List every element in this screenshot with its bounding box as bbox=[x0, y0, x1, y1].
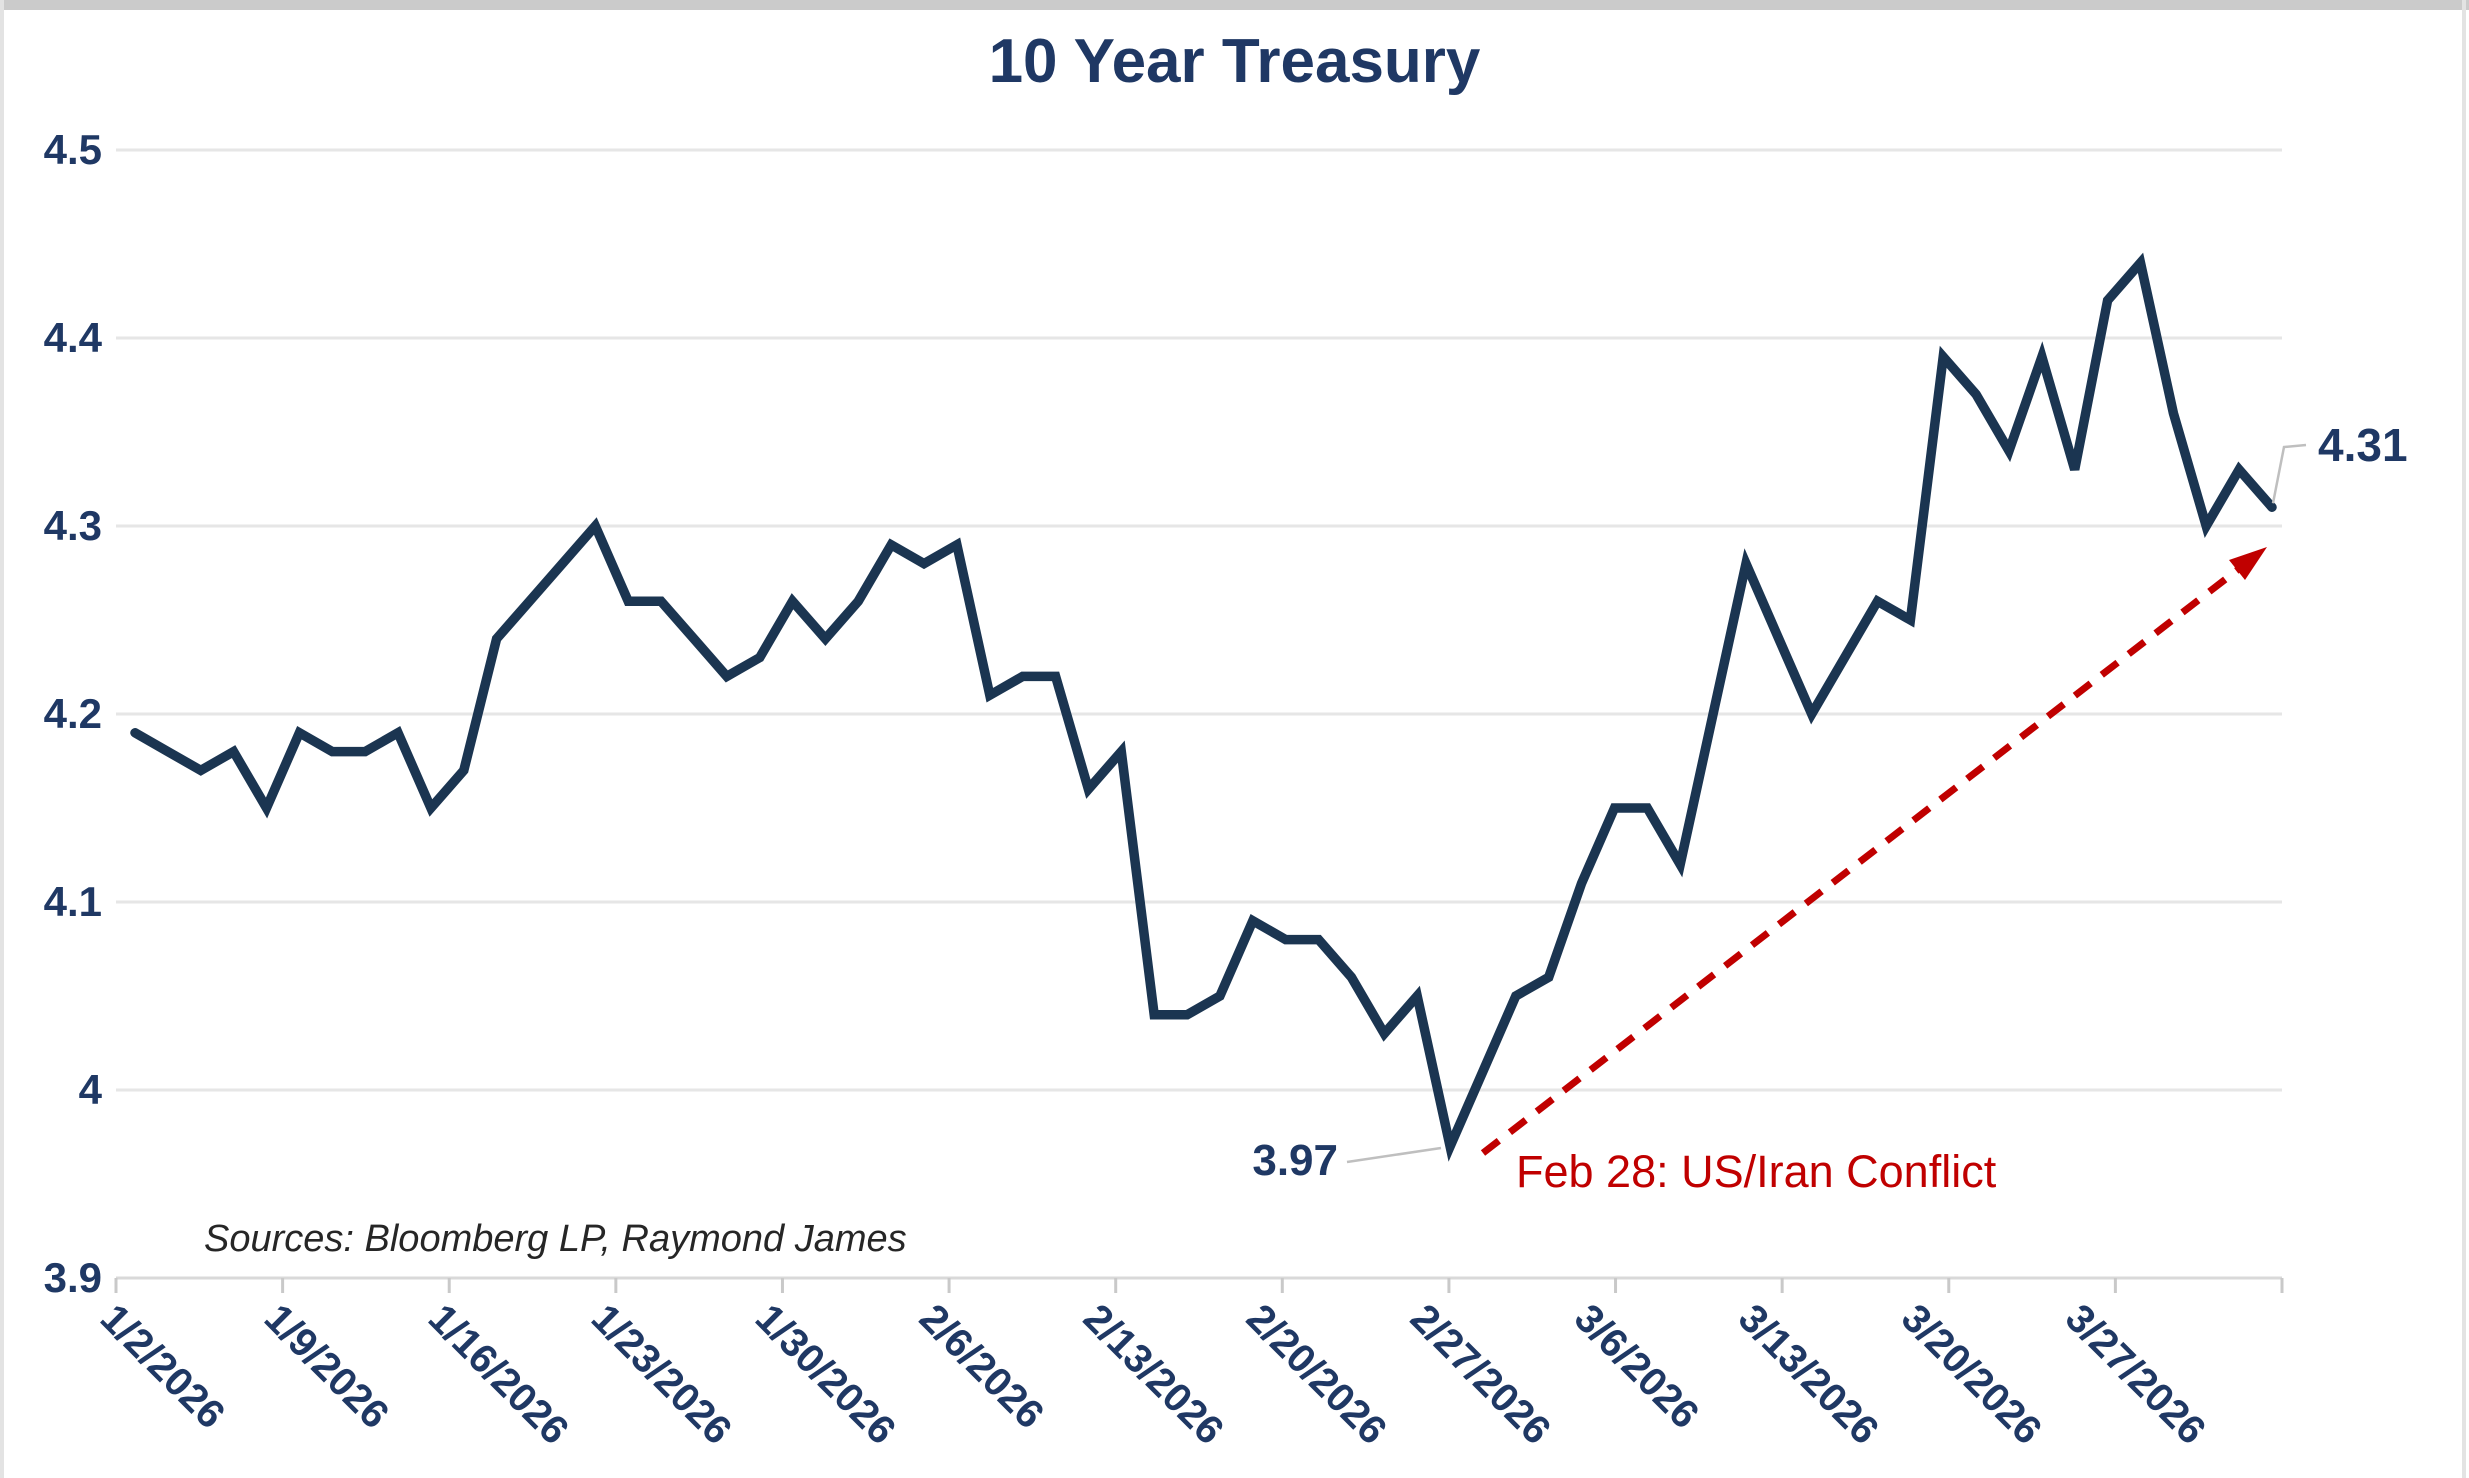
page-right-border bbox=[2462, 0, 2466, 1478]
y-axis-label: 4.5 bbox=[43, 126, 102, 173]
y-axis-label: 4.2 bbox=[43, 690, 102, 737]
y-axis-label: 4 bbox=[78, 1066, 102, 1113]
event-annotation-label: Feb 28: US/Iran Conflict bbox=[1516, 1146, 1997, 1197]
y-axis-label: 4.1 bbox=[43, 878, 102, 925]
y-axis-label: 4.4 bbox=[43, 314, 102, 361]
min-leader-line bbox=[1346, 1146, 1442, 1164]
y-axis-label: 3.9 bbox=[43, 1254, 102, 1301]
y-axis-label: 4.3 bbox=[43, 502, 102, 549]
end-value-label: 4.31 bbox=[2318, 419, 2408, 471]
treasury-line bbox=[130, 252, 2277, 1162]
event-arrow-head bbox=[2229, 547, 2267, 580]
min-value-label: 3.97 bbox=[1252, 1136, 1338, 1185]
event-arrow-shaft bbox=[1480, 565, 2243, 1156]
source-note: Sources: Bloomberg LP, Raymond James bbox=[204, 1218, 907, 1260]
page-left-border bbox=[0, 0, 4, 1478]
end-leader-line bbox=[2271, 443, 2307, 504]
page-top-border bbox=[0, 0, 2469, 10]
chart-title: 10 Year Treasury bbox=[988, 27, 1481, 96]
